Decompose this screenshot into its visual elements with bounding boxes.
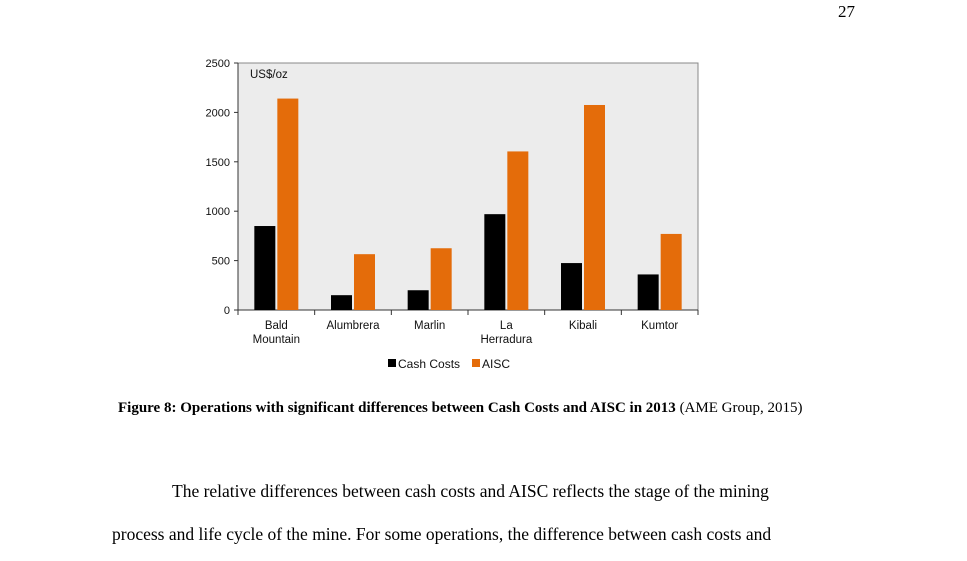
bar-aisc	[507, 151, 529, 310]
bar-aisc	[430, 248, 452, 310]
bar-aisc	[660, 233, 682, 310]
legend-label: AISC	[482, 357, 510, 371]
page-number: 27	[838, 2, 855, 21]
body-line-1: The relative differences between cash co…	[172, 481, 769, 501]
caption-source: (AME Group, 2015)	[675, 400, 803, 416]
legend-swatch	[472, 359, 480, 367]
bar-chart: 0 500 1000 1500 2000 2500 US$/oz Bald Mountain Al…	[190, 48, 710, 383]
x-category-label: Bald	[265, 320, 288, 332]
bar-aisc	[354, 254, 375, 310]
body-line-2: process and life cycle of the mine. For …	[112, 524, 772, 544]
caption-bold: Figure 8: Operations with significant di…	[118, 400, 676, 416]
y-tick-label: 2000	[206, 107, 230, 119]
chart-svg: 0 500 1000 1500 2000 2500 US$/oz Bald Mountain Al…	[206, 58, 699, 371]
x-category-label: Mountain	[253, 334, 300, 346]
x-category-label: La	[500, 320, 513, 332]
x-category-label: Kibali	[569, 320, 597, 332]
plot-area	[237, 62, 699, 311]
legend-swatch	[388, 359, 396, 367]
y-tick-label: 1500	[206, 157, 230, 169]
bar-aisc	[277, 98, 299, 311]
y-tick-label: 0	[224, 305, 230, 317]
bar-cash-costs	[254, 226, 276, 310]
bar-cash-costs	[561, 263, 582, 310]
x-category-label: Herradura	[480, 334, 532, 346]
y-tick-label: 500	[212, 256, 230, 268]
bar-cash-costs	[484, 214, 506, 310]
figure-caption: Figure 8: Operations with significant di…	[118, 400, 878, 417]
unit-label: US$/oz	[250, 69, 288, 81]
x-category-label: Marlin	[414, 320, 445, 332]
bar-cash-costs	[637, 274, 659, 310]
bar-cash-costs	[407, 290, 429, 310]
x-category-label: Alumbrera	[326, 320, 380, 332]
x-category-label: Kumtor	[641, 320, 678, 332]
y-tick-label: 2500	[206, 58, 230, 70]
legend-label: Cash Costs	[398, 357, 460, 371]
bar-aisc	[584, 104, 605, 310]
bar-cash-costs	[331, 295, 352, 310]
y-tick-label: 1000	[206, 206, 230, 218]
